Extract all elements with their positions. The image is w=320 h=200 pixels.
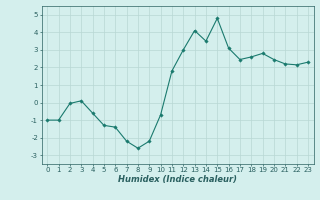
X-axis label: Humidex (Indice chaleur): Humidex (Indice chaleur) bbox=[118, 175, 237, 184]
